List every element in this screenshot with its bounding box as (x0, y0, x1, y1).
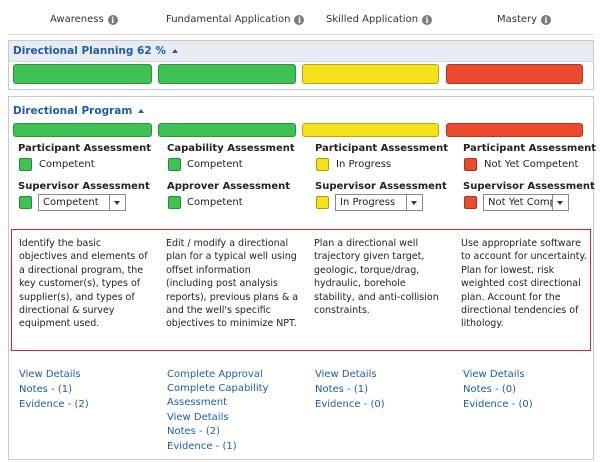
status-indicator-competent (168, 158, 181, 171)
participant-assessment-label: Participant Assessment (18, 143, 152, 154)
supervisor-assessment-label: Supervisor Assessment (315, 181, 447, 192)
directional-planning-panel: Directional Planning 62 % (8, 40, 594, 90)
view-details-link[interactable]: View Details (167, 412, 229, 423)
chevron-down-icon[interactable] (552, 195, 568, 210)
complete-capability-link[interactable]: Complete Capability (167, 383, 269, 394)
status-indicator-not-yet-competent (464, 196, 477, 209)
evidence-link[interactable]: Evidence - (2) (19, 399, 89, 410)
complete-capability-link-cont[interactable]: Assessment (167, 397, 227, 408)
level-label: Fundamental Application (166, 14, 291, 25)
planning-bar-awareness (13, 64, 152, 84)
participant-assessment-label: Participant Assessment (315, 143, 449, 154)
level-header-awareness: Awareness i (50, 14, 118, 25)
level-header-skilled: Skilled Application i (326, 14, 433, 25)
supervisor-assessment-select[interactable]: In Progress (335, 194, 423, 211)
program-title: Directional Program (13, 105, 133, 117)
complete-approval-link[interactable]: Complete Approval (167, 369, 263, 380)
planning-title-bar (9, 41, 593, 62)
notes-link[interactable]: Notes - (1) (315, 384, 369, 395)
planning-bar-skilled (302, 64, 439, 84)
assessment-status: Not Yet Competent (484, 159, 579, 170)
notes-link[interactable]: Notes - (1) (19, 384, 73, 395)
program-bar-awareness (13, 123, 152, 137)
chevron-down-icon[interactable] (109, 195, 125, 210)
level-header-mastery: Mastery i (497, 14, 552, 25)
description-skilled: Plan a directional well trajectory given… (314, 238, 439, 317)
evidence-link[interactable]: Evidence - (1) (167, 441, 237, 452)
status-indicator-in-progress (316, 196, 329, 209)
description-awareness: Identify the basic objectives and elemen… (19, 238, 148, 330)
level-label: Mastery (497, 14, 538, 25)
description-mastery: Use appropriate software to account for … (461, 238, 587, 330)
assessment-status: In Progress (336, 159, 392, 170)
info-icon[interactable]: i (541, 14, 552, 25)
approver-assessment-label: Approver Assessment (167, 181, 291, 192)
caret-up-icon[interactable] (171, 49, 178, 53)
level-label: Skilled Application (326, 14, 419, 25)
program-bar-mastery (446, 123, 583, 137)
planning-bar-mastery (446, 64, 583, 84)
supervisor-assessment-select[interactable]: Not Yet Comp (483, 194, 569, 211)
evidence-link[interactable]: Evidence - (0) (463, 399, 533, 410)
caret-up-icon[interactable] (138, 109, 145, 113)
assessment-status: Competent (187, 197, 243, 208)
view-details-link[interactable]: View Details (19, 369, 81, 380)
status-indicator-not-yet-competent (464, 158, 477, 171)
evidence-link[interactable]: Evidence - (0) (315, 399, 385, 410)
participant-assessment-label: Participant Assessment (463, 143, 597, 154)
assessment-status: Competent (187, 159, 243, 170)
view-details-link[interactable]: View Details (463, 369, 525, 380)
select-value: Competent (43, 197, 99, 208)
notes-link[interactable]: Notes - (2) (167, 426, 221, 437)
description-highlight-box (11, 229, 591, 351)
level-label: Awareness (50, 14, 104, 25)
program-bar-fundamental (158, 123, 296, 137)
status-indicator-competent (19, 158, 32, 171)
directional-program-panel: Directional Program (8, 96, 594, 460)
status-indicator-in-progress (316, 158, 329, 171)
planning-title: Directional Planning 62 % (13, 45, 166, 57)
info-icon[interactable]: i (294, 14, 305, 25)
planning-bar-fundamental (158, 64, 296, 84)
info-icon[interactable]: i (422, 14, 433, 25)
view-details-link[interactable]: View Details (315, 369, 377, 380)
header-divider (8, 34, 594, 35)
supervisor-assessment-label: Supervisor Assessment (463, 181, 595, 192)
level-header-fundamental: Fundamental Application i (166, 14, 305, 25)
notes-link[interactable]: Notes - (0) (463, 384, 517, 395)
supervisor-assessment-label: Supervisor Assessment (18, 181, 150, 192)
assessment-status: Competent (39, 159, 95, 170)
planning-section-header[interactable]: Directional Planning 62 % (13, 45, 178, 57)
capability-assessment-label: Capability Assessment (167, 143, 295, 154)
supervisor-assessment-select[interactable]: Competent (38, 194, 126, 211)
chevron-down-icon[interactable] (406, 195, 422, 210)
select-value: Not Yet Comp (488, 197, 552, 208)
program-section-header[interactable]: Directional Program (13, 105, 145, 117)
description-fundamental: Edit / modify a directional plan for a t… (166, 238, 299, 330)
program-bar-skilled (302, 123, 439, 137)
status-indicator-competent (168, 196, 181, 209)
info-icon[interactable]: i (107, 14, 118, 25)
select-value: In Progress (340, 197, 396, 208)
status-indicator-competent (19, 196, 32, 209)
